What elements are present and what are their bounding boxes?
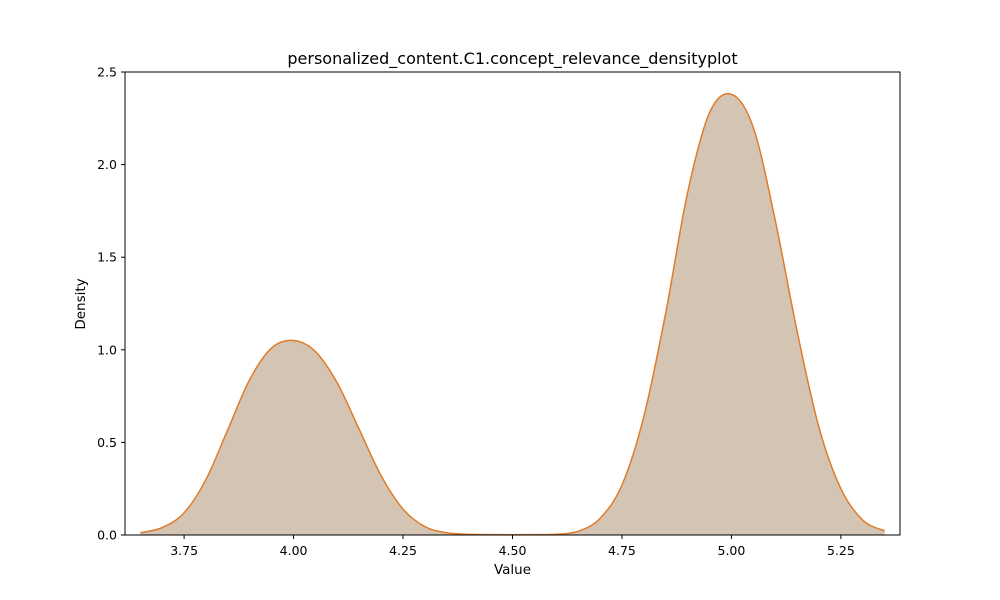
y-tick-label: 2.0: [97, 157, 117, 172]
y-tick-label: 1.5: [97, 250, 117, 265]
y-axis: 0.0 0.5 1.0 1.5 2.0 2.5: [97, 65, 125, 543]
plot-area: [140, 92, 886, 536]
x-tick-label: 4.25: [389, 543, 417, 558]
x-axis-title: Value: [494, 562, 531, 578]
x-tick-label: 3.75: [170, 543, 198, 558]
x-axis: 3.75 4.00 4.25 4.50 4.75 5.00 5.25: [170, 535, 855, 558]
x-tick-label: 5.00: [718, 543, 746, 558]
y-tick-label: 0.0: [97, 528, 117, 543]
y-tick-label: 0.5: [97, 435, 117, 450]
density-area-fill: [140, 93, 885, 536]
chart-title: personalized_content.C1.concept_relevanc…: [287, 49, 737, 69]
y-tick-label: 2.5: [97, 65, 117, 80]
x-tick-label: 5.25: [827, 543, 855, 558]
x-tick-label: 4.50: [499, 543, 527, 558]
y-tick-label: 1.0: [97, 342, 117, 357]
x-tick-label: 4.00: [280, 543, 308, 558]
y-axis-title: Density: [73, 278, 89, 329]
x-tick-label: 4.75: [608, 543, 636, 558]
